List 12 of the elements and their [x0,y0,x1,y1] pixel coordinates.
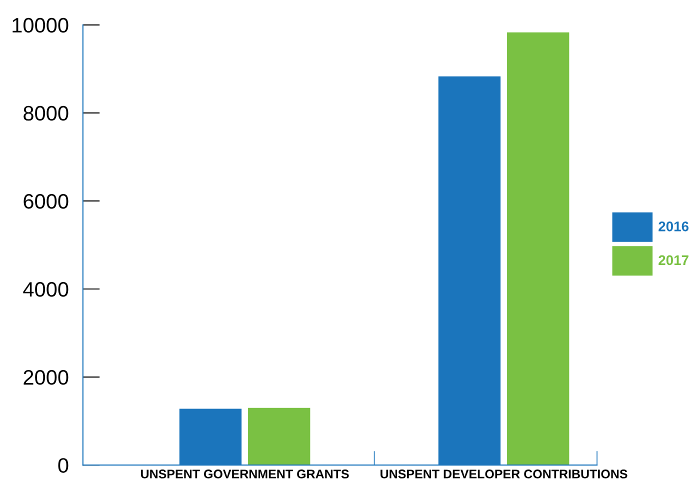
y-tick-label: 0 [58,458,68,473]
x-tick-label: UNSPENT GOVERNMENT GRANTS [141,470,349,478]
legend-label: 2017 [658,255,688,266]
y-tick-label: 10000 [12,18,68,33]
bar [248,408,310,466]
y-tick-label: 6000 [24,194,68,209]
y-tick-label: 2000 [24,370,68,385]
y-tick-label: 4000 [23,282,68,297]
bar [507,32,570,466]
legend-label: 2016 [658,222,689,232]
y-tick-label: 8000 [24,106,68,121]
x-tick-label: UNSPENT DEVELOPER CONTRIBUTIONS [380,470,628,478]
